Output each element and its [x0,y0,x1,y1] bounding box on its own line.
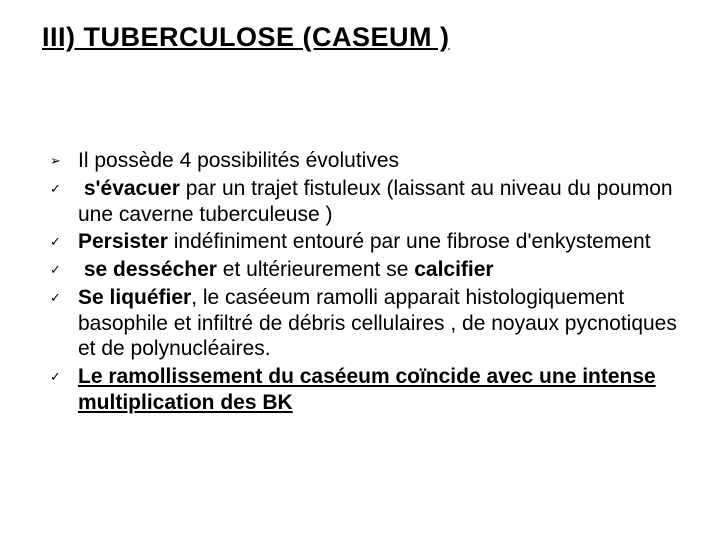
list-item: ✓ Le ramollissement du caséeum coïncide … [48,364,690,415]
check-icon: ✓ [48,176,78,202]
list-item: ➢ Il possède 4 possibilités évolutives [48,148,690,174]
list-item: ✓ Persister indéfiniment entouré par une… [48,229,690,255]
item-text: Il possède 4 possibilités évolutives [78,148,690,174]
item-text: Le ramollissement du caséeum coïncide av… [78,364,690,415]
item-text: se dessécher et ultérieurement se calcif… [78,257,690,283]
item-text: Persister indéfiniment entouré par une f… [78,229,690,255]
arrow-icon: ➢ [48,148,78,174]
slide-content: ➢ Il possède 4 possibilités évolutives ✓… [42,148,690,415]
list-item: ✓ se dessécher et ultérieurement se calc… [48,257,690,283]
check-icon: ✓ [48,285,78,311]
check-icon: ✓ [48,364,78,390]
slide: III) TUBERCULOSE (CASEUM ) ➢ Il possède … [0,0,720,540]
list-item: ✓ Se liquéfier, le caséeum ramolli appar… [48,285,690,362]
list-item: ✓ s'évacuer par un trajet fistuleux (lai… [48,176,690,227]
slide-title: III) TUBERCULOSE (CASEUM ) [42,22,690,53]
check-icon: ✓ [48,229,78,255]
item-text: s'évacuer par un trajet fistuleux (laiss… [78,176,690,227]
item-text: Se liquéfier, le caséeum ramolli apparai… [78,285,690,362]
check-icon: ✓ [48,257,78,283]
